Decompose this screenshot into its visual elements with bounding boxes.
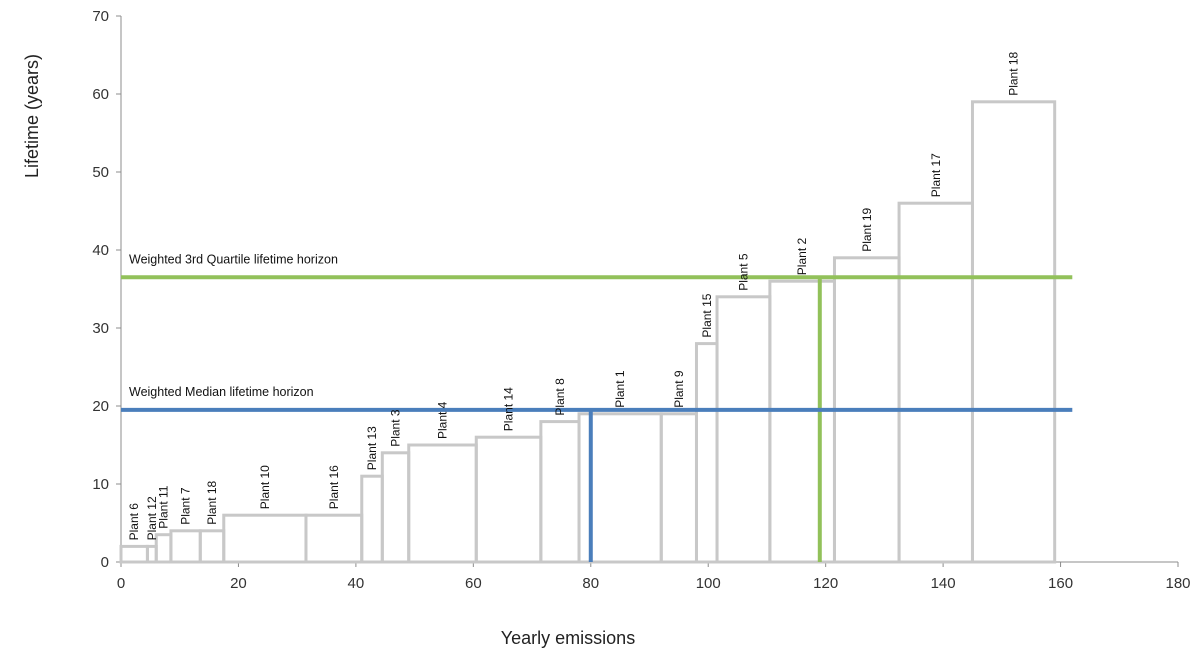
x-tick-label: 160 <box>1048 575 1073 592</box>
plant-label: Plant 2 <box>795 238 809 276</box>
x-tick-label: 40 <box>348 575 365 592</box>
plant-label: Plant 8 <box>553 378 567 416</box>
y-tick-label: 20 <box>92 398 109 415</box>
step-bar <box>539 420 581 564</box>
step-bar <box>659 412 698 564</box>
x-tick-label: 80 <box>582 575 599 592</box>
plant-label: Plant 19 <box>860 207 874 251</box>
plant-label: Plant 5 <box>736 253 750 291</box>
plant-label: Plant 18 <box>1007 51 1021 95</box>
horizon-lines: Weighted 3rd Quartile lifetime horizon We… <box>121 252 1073 562</box>
plant-label: Plant 17 <box>929 153 943 197</box>
step-bar <box>380 451 411 564</box>
y-axis-title: Lifetime (years) <box>22 54 42 178</box>
x-tick-label: 20 <box>230 575 247 592</box>
x-tick-label: 180 <box>1165 575 1190 592</box>
horizon-label: Weighted Median lifetime horizon <box>129 385 314 399</box>
plant-label: Plant 7 <box>179 487 193 525</box>
x-tick-label: 120 <box>813 575 838 592</box>
plant-label: Plant 1 <box>613 370 627 408</box>
plant-label: Plant 12 <box>145 496 159 540</box>
x-tick-label: 140 <box>931 575 956 592</box>
plant-label: Plant 6 <box>127 503 141 541</box>
x-tick-label: 0 <box>117 575 125 592</box>
plant-label: Plant 14 <box>502 387 516 431</box>
plant-label: Plant 13 <box>365 426 379 470</box>
x-tick-label: 100 <box>696 575 721 592</box>
plant-label: Plant 16 <box>327 465 341 509</box>
step-bar <box>715 295 772 564</box>
step-bar <box>970 100 1057 564</box>
x-axis-title: Yearly emissions <box>501 628 635 648</box>
step-bar <box>897 201 974 564</box>
y-tick-label: 10 <box>92 476 109 493</box>
step-bar <box>694 342 719 564</box>
step-bar <box>222 513 308 564</box>
y-tick-label: 50 <box>92 164 109 181</box>
y-tick-label: 0 <box>101 554 109 571</box>
plant-label: Plant 4 <box>436 401 450 439</box>
step-bar <box>169 529 202 564</box>
axes: 0 20 40 60 80 100 120 140 160 180 0 10 20 30 40 50 60 70 <box>92 8 1190 592</box>
step-bar <box>119 544 149 564</box>
y-tick-label: 40 <box>92 242 109 259</box>
step-bar <box>360 474 384 564</box>
plant-label: Plant 9 <box>672 370 686 408</box>
step-bar <box>407 443 478 564</box>
step-bar <box>304 513 364 564</box>
horizon-label: Weighted 3rd Quartile lifetime horizon <box>129 252 338 266</box>
plant-label: Plant 18 <box>205 480 219 524</box>
step-bar <box>474 435 543 564</box>
y-tick-label: 70 <box>92 8 109 25</box>
plant-label: Plant 15 <box>700 293 714 337</box>
x-tick-label: 60 <box>465 575 482 592</box>
plant-label: Plant 10 <box>258 465 272 509</box>
y-tick-label: 60 <box>92 86 109 103</box>
plant-label: Plant 3 <box>389 409 403 447</box>
plant-label: Plant 11 <box>157 485 171 528</box>
y-tick-label: 30 <box>92 320 109 337</box>
step-bar <box>198 529 226 564</box>
step-bar <box>768 279 836 564</box>
